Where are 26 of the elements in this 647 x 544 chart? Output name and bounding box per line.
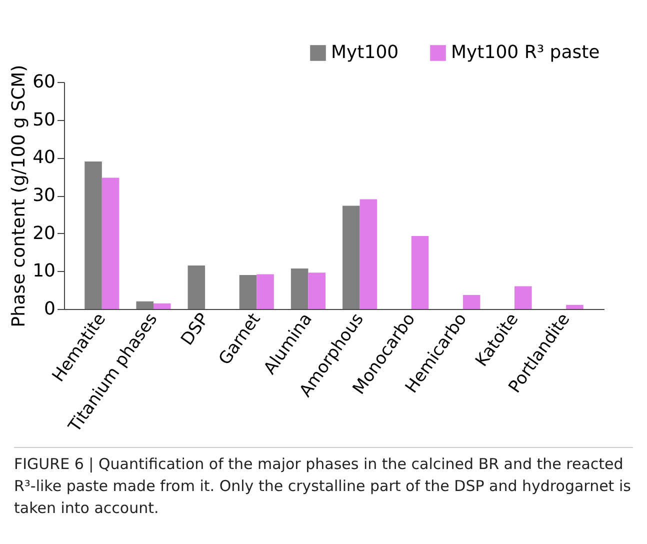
y-tick-label: 30 (32, 185, 56, 206)
bar (411, 236, 429, 309)
bar (256, 274, 274, 309)
bar (514, 286, 532, 309)
bar (153, 303, 171, 309)
y-tick-label: 60 (32, 72, 56, 92)
y-tick-label: 50 (32, 109, 56, 130)
y-tick-label: 40 (32, 147, 56, 168)
bar (188, 265, 206, 309)
bar (308, 272, 326, 309)
bar (360, 199, 378, 309)
bar (136, 301, 154, 309)
y-tick-label: 20 (32, 222, 56, 244)
bar (290, 268, 308, 309)
y-tick-label: 0 (44, 298, 56, 320)
bar (102, 178, 120, 309)
legend-label: Myt100 (331, 42, 399, 63)
bar (462, 295, 480, 309)
legend-label: Myt100 R³ paste (451, 42, 600, 63)
caption: FIGURE 6 | Quantification of the major phases in the calcined BR and the reacted R³-like paste made from it. Only the crystalline part of the DSP and hydrogarnet is taken into account. (14, 447, 633, 520)
bar (239, 274, 257, 309)
bar (84, 161, 102, 309)
y-axis-title: Phase content (g/100 g SCM) (8, 64, 30, 328)
bar (566, 304, 584, 309)
y-tick-label: 10 (32, 260, 56, 282)
bar (342, 206, 360, 309)
